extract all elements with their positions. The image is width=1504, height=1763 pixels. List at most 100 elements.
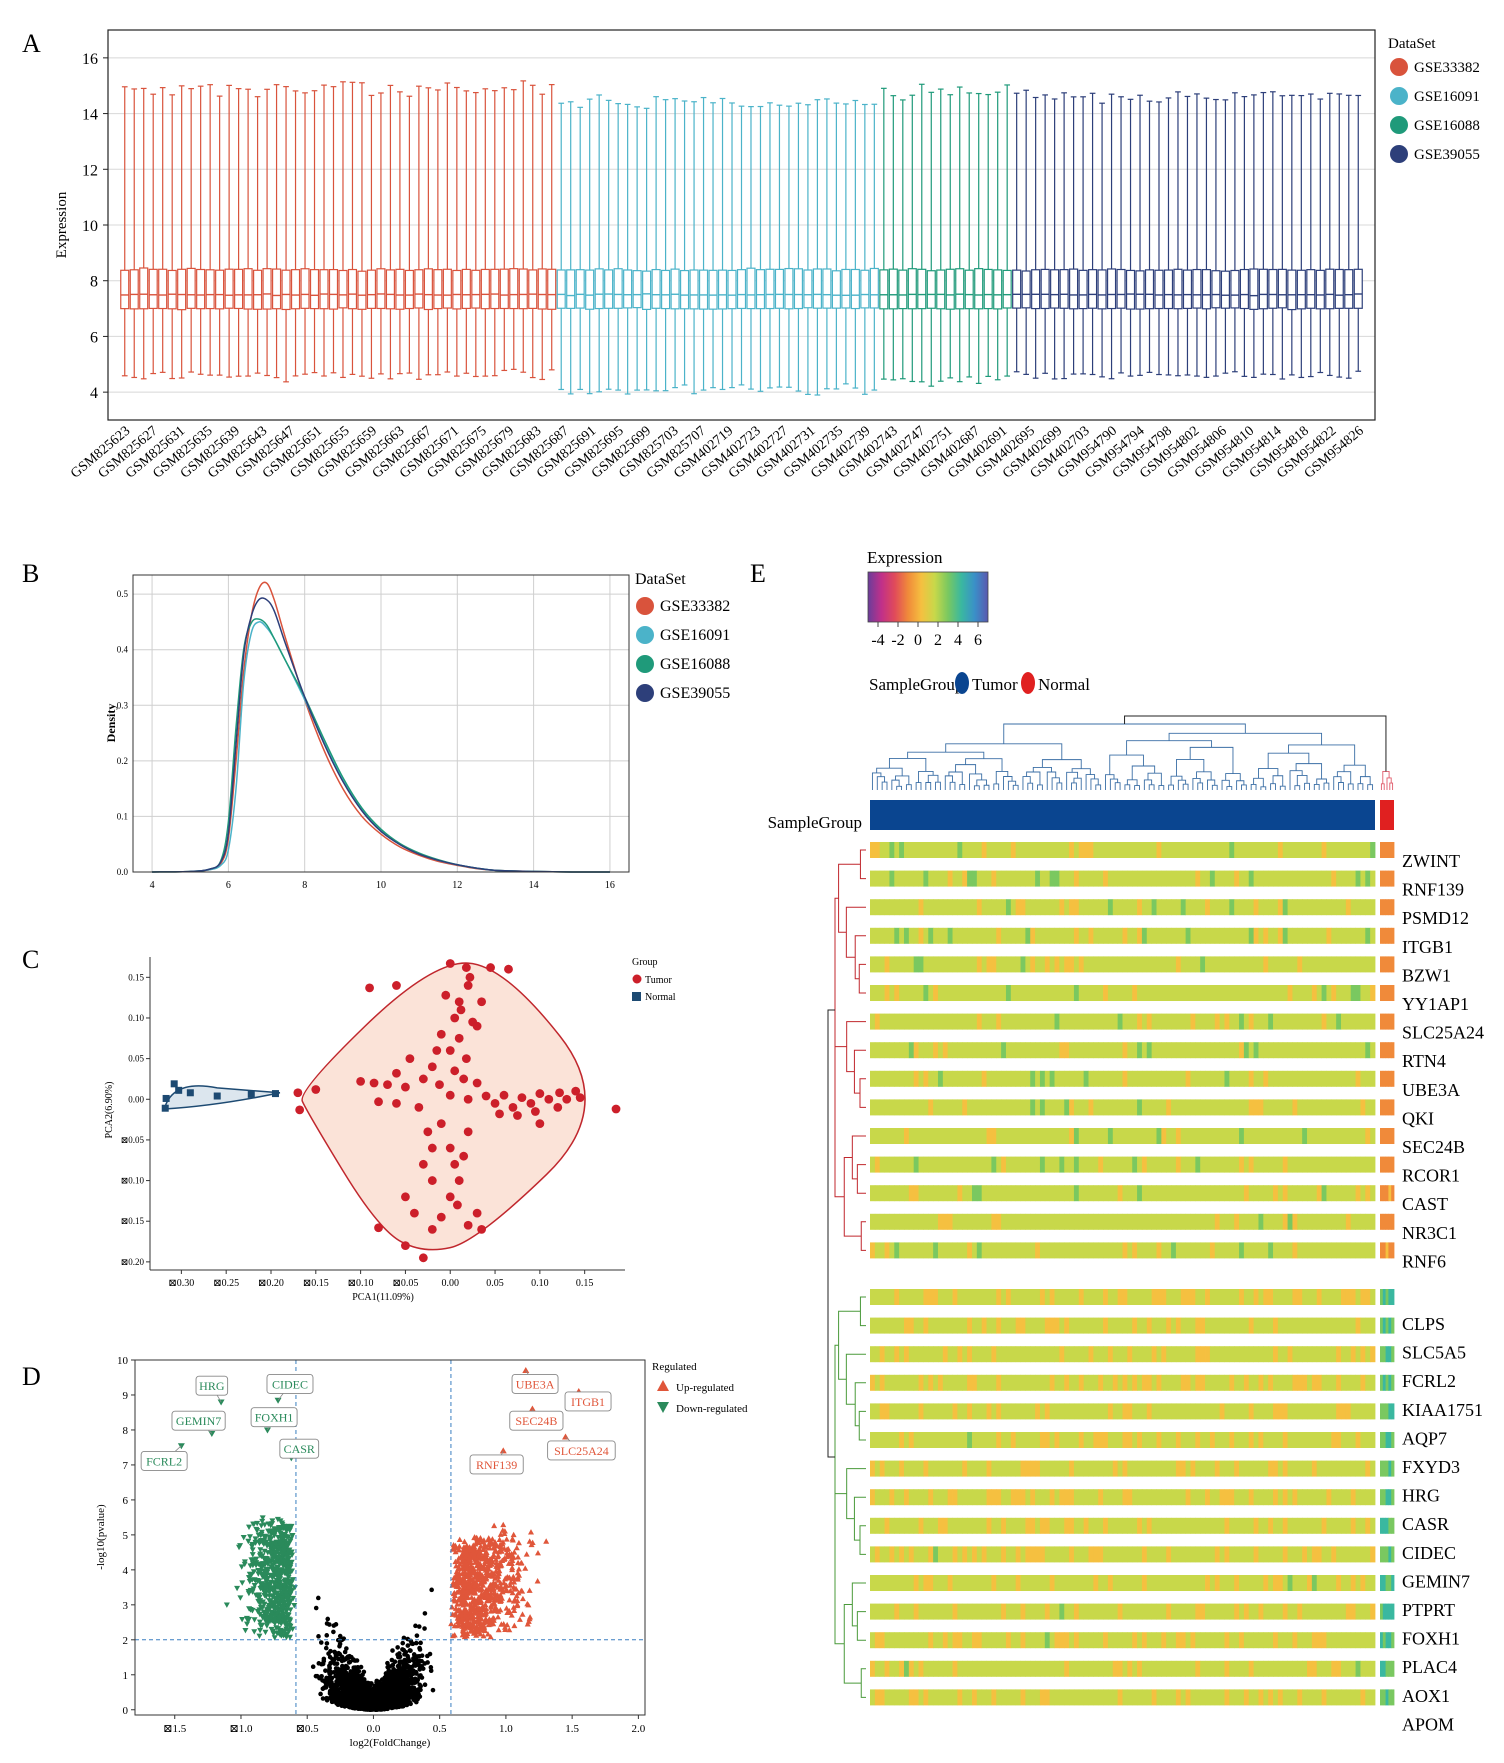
panel-d-xtick-label: ⊠1.0 bbox=[229, 1723, 252, 1735]
panel-d-gene-label: SEC24B bbox=[509, 1405, 564, 1431]
panel-d-ns-point bbox=[417, 1645, 422, 1651]
panel-e-heat-cell bbox=[1258, 899, 1264, 916]
panel-a-box bbox=[1239, 95, 1249, 377]
panel-c-xtick-label: ⊠0.10 bbox=[348, 1278, 374, 1289]
panel-e-heat-cell bbox=[1098, 842, 1104, 858]
panel-d-up-point bbox=[516, 1616, 523, 1622]
panel-c-legend-tumor-swatch bbox=[632, 974, 642, 984]
panel-e-heat-cell bbox=[1365, 927, 1371, 944]
panel-e-heat-cell bbox=[1190, 956, 1196, 973]
panel-e-heat-cell bbox=[1345, 870, 1352, 887]
panel-e-heat-cell bbox=[1127, 870, 1133, 887]
panel-e-heat-cell bbox=[918, 927, 924, 944]
panel-b-xtick-label: 4 bbox=[150, 880, 155, 891]
panel-e-heat-cell bbox=[1200, 927, 1206, 944]
panel-c-tumor-hull bbox=[301, 962, 586, 1251]
panel-a-box bbox=[1249, 94, 1259, 379]
panel-a-box bbox=[423, 87, 433, 376]
panel-e-heat-cell bbox=[1253, 927, 1259, 944]
panel-e-heat-cell bbox=[1380, 842, 1384, 858]
panel-d-up-point bbox=[534, 1578, 541, 1584]
panel-c-xtick-label: ⊠0.15 bbox=[303, 1278, 329, 1289]
panel-e-heat-cell bbox=[1064, 927, 1070, 944]
panel-a-box bbox=[1012, 92, 1022, 373]
panel-d-up-point bbox=[513, 1544, 520, 1551]
panel-a-box bbox=[1315, 98, 1325, 374]
panel-e-heat-cell bbox=[1205, 842, 1211, 858]
panel-e-heat-cell bbox=[971, 956, 978, 973]
panel-a-box bbox=[860, 103, 870, 395]
panel-e-heat-cell bbox=[1297, 899, 1303, 916]
panel-e-heat-cell bbox=[933, 842, 939, 858]
panel-e-heat-cell bbox=[1311, 870, 1318, 887]
panel-e-heat-cell bbox=[1385, 870, 1389, 887]
panel-b-ylabel: Density bbox=[104, 704, 118, 743]
panel-e-heat-cell bbox=[1263, 870, 1269, 887]
panel-a-box bbox=[490, 90, 500, 377]
panel-d-ns-point bbox=[400, 1640, 406, 1646]
panel-c-label: C bbox=[22, 945, 39, 974]
panel-e-heat-cell bbox=[1146, 870, 1153, 887]
panel-e-heat-cell bbox=[1039, 956, 1046, 973]
panel-e-heat-cell bbox=[923, 870, 929, 887]
panel-e-heat-cell bbox=[1059, 956, 1065, 973]
panel-e-heat-cell bbox=[1073, 956, 1080, 973]
panel-e-heat-cell bbox=[1277, 927, 1284, 944]
panel-e-heat-cell bbox=[1151, 842, 1157, 858]
panel-d-ns-point bbox=[405, 1643, 411, 1648]
panel-e-heat-cell bbox=[1205, 899, 1211, 916]
panel-c-xtick-label: ⊠0.30 bbox=[168, 1278, 194, 1289]
panel-e-heat-cell bbox=[933, 899, 939, 916]
panel-e-heat-cell bbox=[1093, 842, 1099, 858]
panel-e-heat-cell bbox=[928, 956, 934, 973]
panel-e-heat-cell bbox=[1073, 870, 1080, 887]
panel-d-gene-label: CIDEC bbox=[266, 1374, 314, 1404]
panel-c-tumor-point bbox=[427, 1143, 437, 1153]
panel-d-up-point bbox=[527, 1529, 534, 1535]
panel-e-heat-cell bbox=[1350, 842, 1356, 858]
panel-d-ns-point bbox=[375, 1701, 381, 1706]
panel-d-ns-point bbox=[354, 1658, 360, 1663]
panel-a-box bbox=[196, 85, 206, 375]
panel-d-legend-up-swatch bbox=[657, 1380, 669, 1391]
panel-e-heat-cell bbox=[1001, 870, 1007, 887]
panel-e-heat-cell bbox=[1273, 927, 1279, 944]
panel-d-ns-point bbox=[402, 1652, 407, 1657]
panel-e-heat-cell bbox=[1064, 842, 1070, 858]
panel-a-box bbox=[120, 86, 130, 377]
panel-e-heat-cell bbox=[1171, 899, 1177, 916]
panel-a-box bbox=[698, 96, 709, 391]
panel-c-tumor-point bbox=[436, 1212, 446, 1222]
panel-b-legend-swatch bbox=[636, 626, 654, 644]
panel-a-box bbox=[499, 87, 509, 372]
panel-e-heat-cell bbox=[976, 956, 983, 973]
panel-c-tumor-point bbox=[454, 997, 464, 1007]
panel-e-heat-cell bbox=[1180, 870, 1187, 887]
panel-e-heat-cell bbox=[1175, 956, 1182, 973]
panel-e-heat-cell bbox=[1049, 899, 1055, 916]
panel-d-ns-point bbox=[356, 1677, 361, 1683]
panel-e-heat-cell bbox=[1107, 842, 1114, 858]
panel-e-heat-cell bbox=[1054, 899, 1060, 916]
panel-c-tumor-point bbox=[555, 1088, 564, 1098]
panel-e-heat-cell bbox=[1205, 870, 1211, 887]
panel-d-up-point bbox=[519, 1611, 526, 1617]
panel-a-legend-entry: GSE33382 bbox=[1414, 60, 1480, 76]
panel-e-heat-cell bbox=[1180, 956, 1187, 973]
panel-e-heat-cell bbox=[1195, 842, 1201, 858]
panel-d-ytick-label: 6 bbox=[123, 1495, 129, 1507]
panel-d-ns-point bbox=[394, 1697, 400, 1702]
panel-c-ytick-label: ⊠0.10 bbox=[121, 1176, 145, 1186]
panel-d-up-point bbox=[523, 1551, 530, 1557]
panel-e-heat-cell bbox=[1044, 899, 1051, 916]
panel-e-heat-cell bbox=[1302, 927, 1308, 944]
panel-e-heat-cell bbox=[1200, 899, 1206, 916]
panel-e-heat-cell bbox=[1336, 870, 1342, 887]
panel-e-heat-cell bbox=[870, 927, 876, 944]
panel-c: C 0.150.100.050.00⊠0.05⊠0.10⊠0.15⊠0.20 ⊠… bbox=[22, 945, 676, 1303]
panel-e-column-dendrogram bbox=[871, 715, 1394, 790]
panel-e-heat-cell bbox=[942, 899, 949, 916]
panel-e-heat-cell bbox=[1069, 870, 1075, 887]
panel-e-heat-cell bbox=[1083, 956, 1089, 973]
